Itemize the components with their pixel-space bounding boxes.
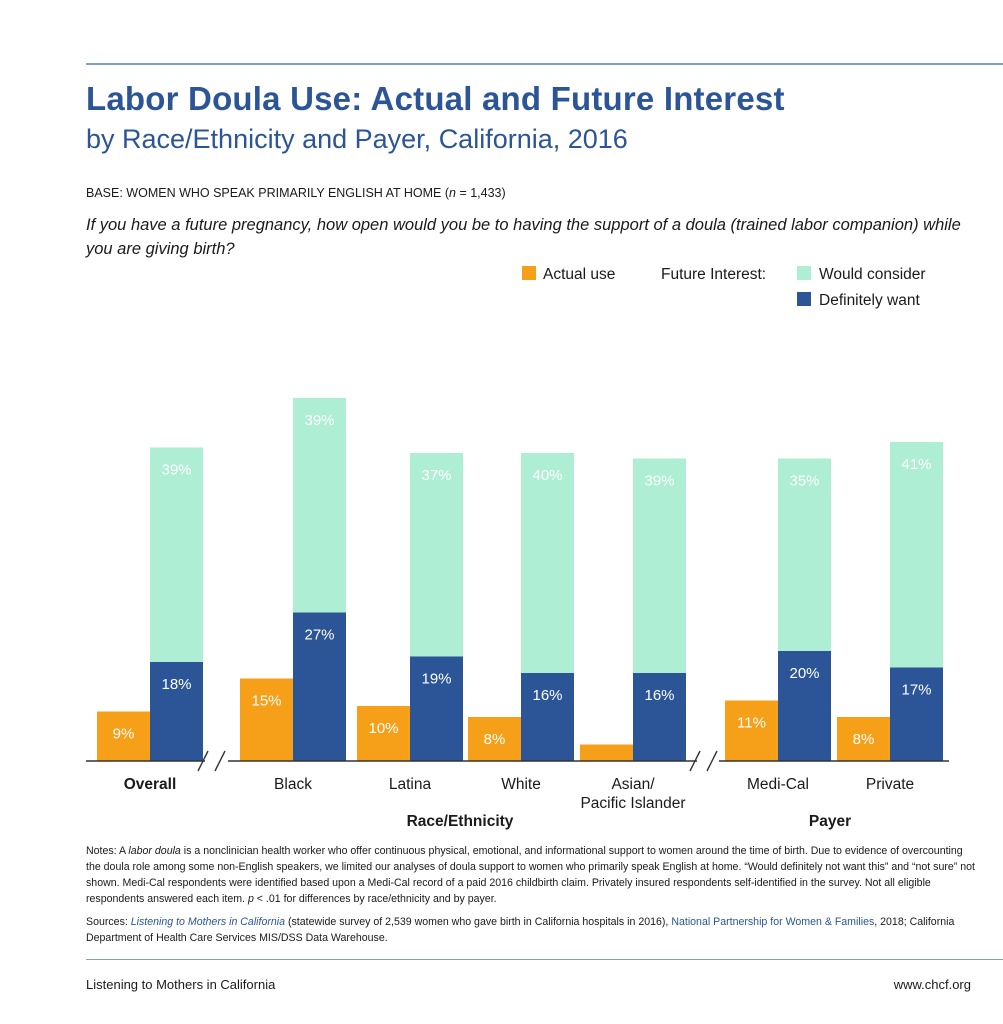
source-link-ltm[interactable]: Listening to Mothers in California — [130, 916, 286, 928]
label-actual-black: 15% — [251, 693, 281, 710]
tick-label-overall: Overall — [124, 776, 177, 793]
label-definitely-latina: 19% — [421, 671, 451, 688]
base-note: BASE: WOMEN WHO SPEAK PRIMARILY ENGLISH … — [86, 186, 506, 200]
bar-definitely-overall — [150, 662, 203, 761]
label-consider-overall: 39% — [161, 462, 191, 479]
label-definitely-medi-cal: 20% — [789, 665, 819, 682]
base-n-label: n — [449, 186, 456, 200]
notes-intro: Notes: A — [86, 845, 129, 857]
axis-break-1-2 — [214, 750, 226, 772]
source-link-npwf[interactable]: National Partnership for Women & Familie… — [671, 916, 875, 928]
label-consider-private: 41% — [901, 456, 931, 473]
label-actual-asian-pacific-islander: 3% — [596, 759, 618, 776]
group-label-payer: Payer — [809, 813, 851, 830]
label-consider-asian-pacific-islander: 39% — [644, 473, 674, 490]
legend-future-heading: Future Interest: — [661, 266, 766, 283]
bars-layer: 9% 18% 39% 15% 27% 39% 10% 19% 37% 8% 16% 40% 3% 16% 3… — [97, 398, 943, 776]
bar-actual-overall — [97, 711, 150, 761]
label-definitely-black: 27% — [304, 627, 334, 644]
bar-consider-latina — [410, 453, 463, 657]
bar-definitely-asian-pacific-islander — [633, 673, 686, 761]
bar-consider-white — [521, 453, 574, 673]
label-definitely-overall: 18% — [161, 676, 191, 693]
bar-consider-black — [293, 398, 346, 613]
legend: Actual use Future Interest: Would consid… — [522, 266, 926, 309]
bar-consider-asian-pacific-islander — [633, 458, 686, 673]
notes-term: labor doula — [128, 845, 181, 857]
notes-p-label: p — [247, 893, 254, 905]
label-actual-overall: 9% — [113, 726, 135, 743]
bar-consider-overall — [150, 447, 203, 662]
chart-subtitle: by Race/Ethnicity and Payer, California,… — [86, 124, 628, 154]
footer-url[interactable]: www.chcf.org — [893, 977, 971, 992]
tick-label-private: Private — [866, 776, 914, 793]
axis-break-1-1 — [197, 750, 209, 772]
label-consider-latina: 37% — [421, 467, 451, 484]
x-axis — [86, 750, 949, 772]
label-actual-private: 8% — [853, 731, 875, 748]
notes-tail: < .01 for differences by race/ethnicity … — [253, 893, 497, 905]
label-consider-white: 40% — [532, 467, 562, 484]
bar-actual-black — [240, 678, 293, 761]
top-divider — [86, 63, 1003, 65]
label-definitely-white: 16% — [532, 687, 562, 704]
sources-mid: (statewide survey of 2,539 women who gav… — [285, 916, 672, 928]
notes-body: is a nonclinician health worker who offe… — [86, 845, 975, 905]
legend-swatch-actual — [522, 266, 536, 280]
sources-prefix: Sources: — [86, 916, 131, 928]
bar-actual-latina — [357, 706, 410, 761]
base-prefix: BASE: WOMEN WHO SPEAK PRIMARILY ENGLISH … — [86, 186, 450, 200]
chart-title: Labor Doula Use: Actual and Future Inter… — [86, 80, 785, 117]
label-actual-medi-cal: 11% — [737, 715, 766, 732]
bar-definitely-medi-cal — [778, 651, 831, 761]
group-label-race-ethnicity: Race/Ethnicity — [407, 813, 514, 830]
legend-label-definitely: Definitely want — [819, 292, 920, 309]
tick-label-latina: Latina — [389, 776, 432, 793]
sources: Sources: Listening to Mothers in Califor… — [86, 914, 976, 946]
sources-suffix: , 2018; California Department of Health … — [86, 916, 955, 944]
axis-break-2-1 — [689, 750, 701, 772]
tick-label-asian-pacific-islander: Asian/Pacific Islander — [580, 776, 685, 812]
notes: Notes: A labor doula is a nonclinician h… — [86, 843, 976, 907]
legend-label-consider: Would consider — [819, 266, 926, 283]
legend-swatch-consider — [797, 266, 811, 280]
label-definitely-asian-pacific-islander: 16% — [644, 687, 674, 704]
bar-definitely-latina — [410, 656, 463, 761]
label-consider-medi-cal: 35% — [789, 473, 819, 490]
base-suffix: = 1,433) — [455, 186, 506, 200]
label-consider-black: 39% — [304, 412, 334, 429]
bottom-divider — [86, 959, 1003, 960]
survey-question: If you have a future pregnancy, how open… — [86, 216, 961, 258]
bar-actual-asian-pacific-islander — [580, 744, 633, 761]
bar-definitely-black — [293, 612, 346, 761]
tick-label-medi-cal: Medi-Cal — [747, 776, 809, 793]
bar-definitely-white — [521, 673, 574, 761]
tick-label-white: White — [501, 776, 541, 793]
bar-consider-private — [890, 442, 943, 668]
tick-label-black: Black — [274, 776, 312, 793]
label-actual-white: 8% — [484, 731, 506, 748]
bar-definitely-private — [890, 667, 943, 761]
x-tick-labels: Overall Black Latina White Asian/Pacific Isl… — [124, 776, 914, 830]
bar-actual-white — [468, 717, 521, 761]
bar-actual-private — [837, 717, 890, 761]
legend-label-actual: Actual use — [543, 266, 615, 283]
legend-swatch-definitely — [797, 292, 811, 306]
label-definitely-private: 17% — [901, 682, 931, 699]
label-actual-latina: 10% — [368, 720, 398, 737]
bar-consider-medi-cal — [778, 458, 831, 651]
footer-publication: Listening to Mothers in California — [86, 977, 276, 992]
bar-actual-medi-cal — [725, 700, 778, 761]
axis-break-2-2 — [706, 750, 718, 772]
